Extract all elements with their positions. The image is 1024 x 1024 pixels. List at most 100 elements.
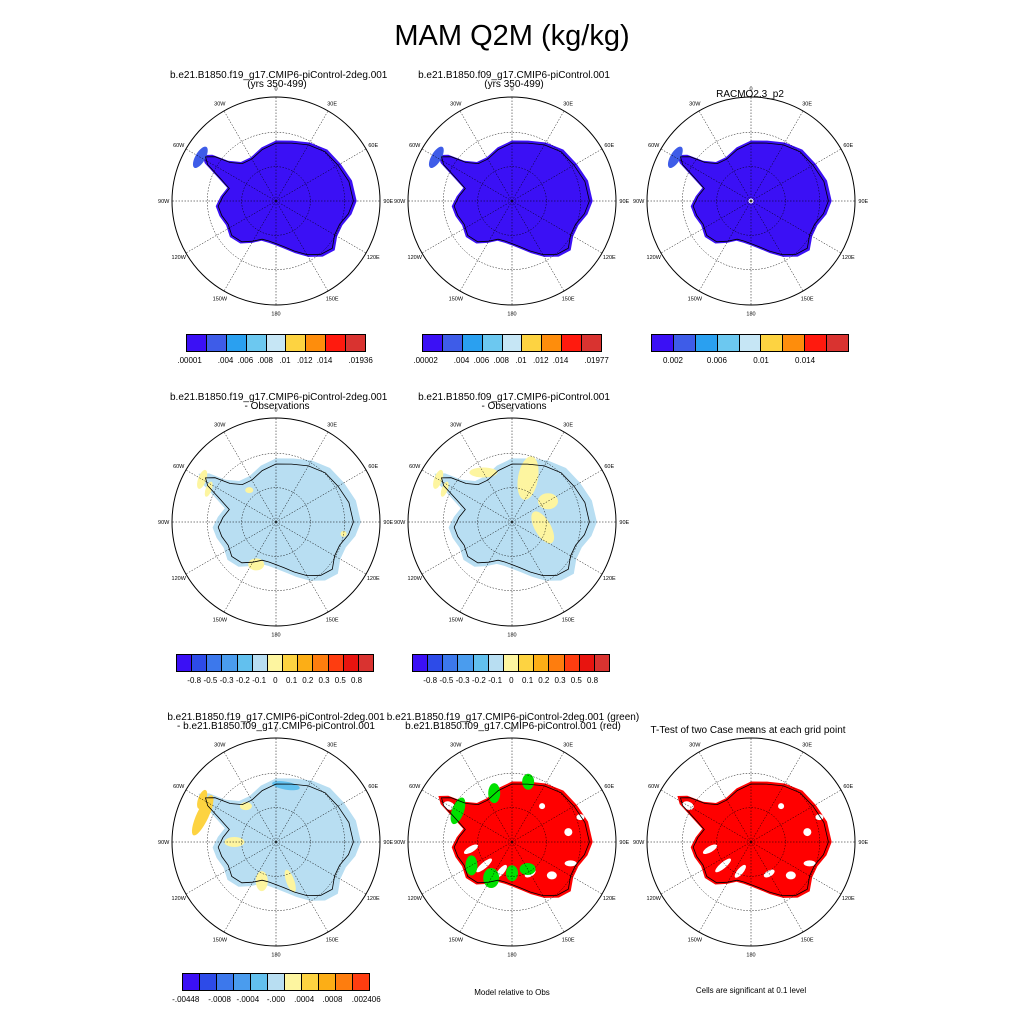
longitude-label: 30W — [214, 423, 226, 429]
colorbar-box — [423, 335, 443, 351]
longitude-label: 120E — [367, 255, 380, 261]
longitude-label: 30W — [450, 423, 462, 429]
colorbar-tick-label: -0.5 — [203, 676, 218, 685]
green-cell — [488, 783, 501, 804]
meridian-line — [275, 431, 329, 523]
colorbar-tick-label: .00001 — [177, 356, 202, 365]
positive-anomaly-patch — [204, 481, 213, 497]
insignificant-cell — [476, 858, 493, 873]
colorbar-box — [761, 335, 784, 351]
colorbar-box — [192, 655, 208, 671]
longitude-label: 180 — [746, 311, 755, 317]
coastline — [679, 783, 829, 897]
colorbar-box — [358, 655, 374, 671]
polar-map-svg: 0 30E 60E 90E 120E 150E 180 150W 120W 90W 60W 30W — [158, 728, 394, 959]
meridian-line — [511, 521, 565, 613]
colorbar-tick-label: -0.2 — [471, 676, 486, 685]
polar-map-svg: 0 30E 60E 90E 120E 150E 180 150W 120W 90W 60W 30W — [633, 87, 869, 318]
insignificant-cell — [785, 871, 796, 880]
colorbar-tick-label: .01 — [515, 356, 527, 365]
polar-map-svg: 0 30E 60E 90E 120E 150E 180 150W 120W 90W 60W 30W — [394, 728, 630, 959]
map-boundary — [171, 737, 381, 947]
meridian-line — [275, 200, 367, 254]
colorbar-box — [534, 655, 550, 671]
colorbar-box — [319, 974, 336, 990]
longitude-label: 150E — [562, 296, 575, 302]
longitude-label: 0 — [749, 87, 752, 93]
colorbar-box — [695, 335, 718, 351]
colorbar-tick-label: 0.8 — [350, 676, 363, 685]
colorbar-box — [522, 335, 543, 351]
meridian-line — [275, 469, 367, 523]
colorbar-box — [226, 335, 247, 351]
colorbar-box — [458, 655, 474, 671]
colorbar-tick-label: .004 — [217, 356, 234, 365]
longitude-label: 120E — [842, 255, 855, 261]
meridian-line — [750, 841, 842, 895]
colorbar-tick-label: 0.2 — [538, 676, 550, 685]
colorbar-box — [177, 655, 193, 671]
meridian-line — [185, 148, 277, 202]
map-r1c1: 0 30E 60E 90E 120E 150E 180 150W 120W 90W 60W 30W — [158, 87, 394, 318]
longitude-label: 150W — [449, 937, 464, 943]
colorbar-tick-label: -0.5 — [439, 676, 454, 685]
longitude-label: 150W — [688, 937, 703, 943]
colorbar-box — [673, 335, 696, 351]
colorbar-box — [652, 335, 674, 351]
longitude-label: 90W — [633, 840, 645, 846]
longitude-label: 0 — [510, 408, 513, 414]
meridian-line — [511, 431, 565, 523]
colorbar-tick-label: .006 — [237, 356, 254, 365]
colorbar-tick-label: -0.3 — [219, 676, 234, 685]
meridian-line — [698, 841, 752, 933]
colorbar-box — [222, 655, 238, 671]
meridian-line — [223, 110, 277, 202]
map-boundary — [407, 96, 617, 306]
coastline — [440, 463, 590, 577]
longitude-label: 150E — [562, 617, 575, 623]
longitude-label: 90E — [383, 199, 393, 205]
longitude-label: 30E — [327, 423, 337, 429]
meridian-line — [275, 841, 367, 895]
longitude-label: 0 — [749, 728, 752, 734]
meridian-line — [421, 841, 513, 895]
longitude-label: 120W — [172, 255, 187, 261]
colorbar-tick-label: -.0004 — [236, 995, 260, 1004]
longitude-label: 30E — [563, 743, 573, 749]
map-boundary — [646, 96, 856, 306]
meridian-line — [750, 148, 842, 202]
longitude-label: 60W — [648, 143, 660, 149]
longitude-label: 60E — [368, 784, 378, 790]
longitude-label: 120E — [603, 896, 616, 902]
coastline — [204, 142, 354, 256]
meridian-line — [185, 841, 277, 895]
colorbar-tick-label: 0.1 — [286, 676, 298, 685]
meridian-line — [511, 841, 603, 895]
colorbar-box — [187, 335, 207, 351]
longitude-label: 120E — [603, 576, 616, 582]
longitude-label: 150W — [213, 296, 228, 302]
colorbar-tick-label: -.000 — [266, 995, 286, 1004]
longitude-label: 120E — [367, 896, 380, 902]
insignificant-cell — [803, 860, 816, 867]
latitude-circle — [207, 453, 345, 591]
polar-map-svg: 0 30E 60E 90E 120E 150E 180 150W 120W 90W 60W 30W — [158, 408, 394, 639]
longitude-label: 120E — [842, 896, 855, 902]
meridian-line — [223, 521, 277, 613]
colorbar-box — [413, 655, 429, 671]
longitude-label: 150E — [801, 937, 814, 943]
colorbar-r2c2 — [412, 654, 610, 672]
colorbar-box — [336, 974, 353, 990]
meridian-line — [511, 200, 565, 292]
positive-anomaly-patch — [284, 869, 296, 893]
positive-anomaly-patch — [531, 511, 555, 544]
polar-map-svg: 0 30E 60E 90E 120E 150E 180 150W 120W 90W 60W 30W — [394, 87, 630, 318]
positive-anomaly-patch — [224, 837, 245, 847]
meridian-line — [511, 148, 603, 202]
negative-anomaly-patch — [272, 781, 300, 791]
meridian-line — [511, 841, 565, 933]
insignificant-cell — [564, 860, 577, 867]
colorbar-r3c1 — [182, 973, 370, 991]
colorbar-tick-label: -0.1 — [252, 676, 267, 685]
colorbar-tick-label: 0.002 — [662, 356, 683, 365]
